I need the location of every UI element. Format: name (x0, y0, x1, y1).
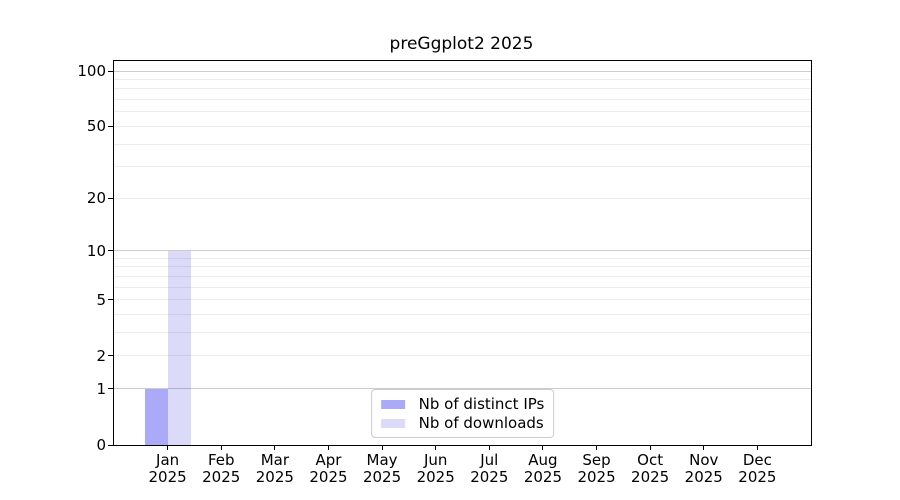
legend-label-downloads: Nb of downloads (418, 414, 544, 432)
y-tick-mark (108, 250, 113, 252)
x-tick-mark (542, 445, 544, 450)
x-tick-label-nov-2025: Nov 2025 (684, 451, 723, 486)
x-tick-label-jul-2025: Jul 2025 (470, 451, 509, 486)
gridline-major (114, 250, 811, 252)
gridline-minor (114, 299, 811, 301)
y-tick-label: 5 (96, 290, 106, 309)
gridline-minor (114, 88, 811, 90)
x-tick-label-dec-2025: Dec 2025 (738, 451, 777, 486)
gridline-minor (114, 286, 811, 288)
gridline-minor (114, 257, 811, 259)
y-tick-label: 50 (86, 117, 106, 136)
plot-area: Nb of distinct IPs Nb of downloads 0 1 2 5 1… (77, 60, 812, 486)
x-tick-label-aug-2025: Aug 2025 (523, 451, 563, 486)
x-tick-label-sep-2025: Sep 2025 (577, 451, 616, 486)
x-tick-mark (596, 445, 598, 450)
y-tick-label: 20 (86, 189, 106, 208)
legend-item-distinct-ips: Nb of distinct IPs (380, 395, 545, 413)
gridline-minor (114, 78, 811, 80)
gridline-minor (114, 332, 811, 334)
y-tick-mark (108, 355, 113, 357)
legend-item-downloads: Nb of downloads (380, 414, 545, 432)
legend: Nb of distinct IPs Nb of downloads (370, 389, 555, 438)
x-tick-label-oct-2025: Oct 2025 (631, 451, 670, 486)
gridline-minor (114, 355, 811, 357)
gridline-minor (114, 314, 811, 316)
gridline-minor (114, 266, 811, 268)
chart-title: preGgplot2 2025 (389, 34, 534, 54)
x-tick-mark (756, 445, 758, 450)
x-tick-mark (381, 445, 383, 450)
y-tick-mark (108, 388, 113, 390)
x-tick-label-may-2025: May 2025 (362, 451, 402, 486)
x-tick-label-feb-2025: Feb 2025 (202, 451, 241, 486)
gridline-minor (114, 275, 811, 277)
legend-swatch-downloads (380, 418, 405, 428)
y-tick-mark (108, 444, 113, 446)
gridline-minor (114, 143, 811, 145)
gridline-minor (114, 197, 811, 199)
bar-nb-of-downloads-jan-2025 (167, 250, 191, 445)
x-tick-mark (435, 445, 437, 450)
x-tick-label-jun-2025: Jun 2025 (416, 451, 455, 486)
x-tick-mark (488, 445, 490, 450)
gridline-major (114, 388, 811, 390)
x-tick-label-jan-2025: Jan 2025 (148, 451, 187, 486)
gridline-minor (114, 125, 811, 127)
x-tick-mark (703, 445, 705, 450)
x-tick-mark (649, 445, 651, 450)
y-tick-mark (108, 299, 113, 301)
y-tick-label: 2 (96, 346, 106, 365)
y-tick-label: 0 (96, 436, 106, 454)
y-tick-mark (108, 125, 113, 127)
gridline-minor (114, 166, 811, 168)
gridline-minor (114, 99, 811, 101)
gridline-major (114, 70, 811, 72)
x-tick-label-apr-2025: Apr 2025 (309, 451, 348, 486)
y-tick-mark (108, 197, 113, 199)
x-tick-mark (274, 445, 276, 450)
x-tick-mark (327, 445, 329, 450)
x-tick-mark (220, 445, 222, 450)
y-tick-label: 1 (96, 379, 106, 398)
y-tick-label: 100 (77, 62, 106, 80)
legend-label-distinct-ips: Nb of distinct IPs (418, 395, 545, 413)
bar-nb-of-distinct-ips-jan-2025 (144, 388, 168, 445)
x-tick-mark (167, 445, 169, 450)
legend-swatch-distinct-ips (380, 399, 405, 409)
y-tick-mark (108, 70, 113, 72)
gridline-minor (114, 111, 811, 113)
y-tick-label: 10 (86, 241, 106, 260)
x-tick-label-mar-2025: Mar 2025 (255, 451, 294, 486)
